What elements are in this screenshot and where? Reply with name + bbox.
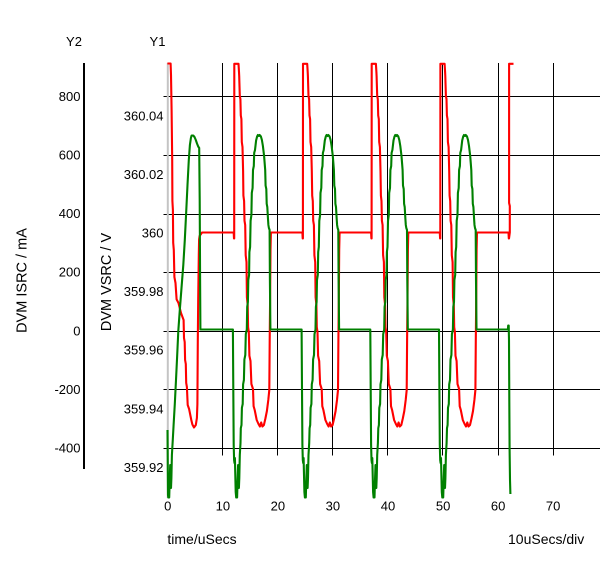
svg-text:50: 50 <box>436 499 450 514</box>
svg-text:360.04: 360.04 <box>124 108 164 123</box>
svg-text:time/uSecs: time/uSecs <box>167 531 236 547</box>
svg-text:600: 600 <box>59 148 81 163</box>
svg-text:359.92: 359.92 <box>124 460 164 475</box>
svg-text:359.98: 359.98 <box>124 284 164 299</box>
svg-text:0: 0 <box>164 499 171 514</box>
svg-text:0: 0 <box>73 323 80 338</box>
svg-text:-200: -200 <box>54 382 80 397</box>
svg-text:20: 20 <box>271 499 285 514</box>
svg-text:DVM VSRC / V: DVM VSRC / V <box>99 233 115 332</box>
svg-text:Y2: Y2 <box>66 34 82 49</box>
svg-text:Y1: Y1 <box>150 34 166 49</box>
svg-text:40: 40 <box>381 499 395 514</box>
svg-text:360: 360 <box>142 226 164 241</box>
svg-text:360.02: 360.02 <box>124 167 164 182</box>
svg-text:200: 200 <box>59 265 81 280</box>
svg-text:70: 70 <box>546 499 560 514</box>
svg-text:30: 30 <box>326 499 340 514</box>
svg-text:60: 60 <box>491 499 505 514</box>
svg-text:-400: -400 <box>54 441 80 456</box>
svg-text:DVM ISRC / mA: DVM ISRC / mA <box>15 228 31 333</box>
svg-text:800: 800 <box>59 89 81 104</box>
svg-text:359.94: 359.94 <box>124 401 164 416</box>
svg-text:359.96: 359.96 <box>124 343 164 358</box>
svg-text:400: 400 <box>59 206 81 221</box>
svg-text:10: 10 <box>216 499 230 514</box>
svg-text:10uSecs/div: 10uSecs/div <box>508 531 584 547</box>
